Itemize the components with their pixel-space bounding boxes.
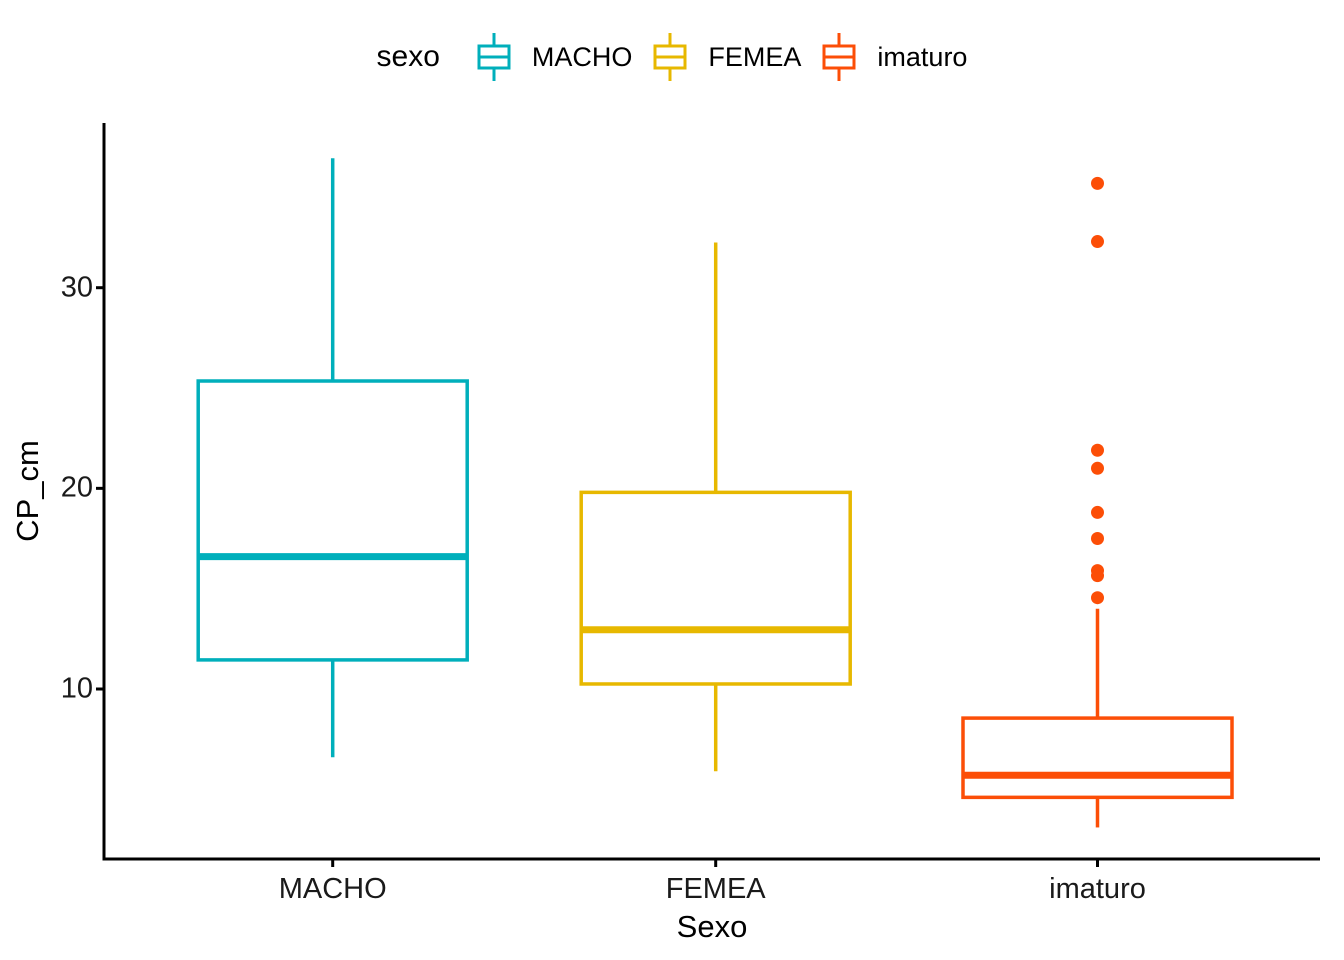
y-axis-title: CP_cm: [10, 440, 45, 542]
legend-entry-macho: MACHO: [476, 31, 633, 83]
x-category-label-imaturo: imaturo: [1049, 873, 1146, 905]
x-category-label-femea: FEMEA: [665, 873, 766, 905]
x-axis-title: Sexo: [676, 909, 748, 944]
x-category-label-macho: MACHO: [278, 873, 387, 905]
legend-label-femea: FEMEA: [708, 41, 802, 72]
y-tick-label-20: 20: [60, 471, 93, 504]
y-tick-label-10: 10: [60, 672, 93, 705]
legend: sexo MACHO FEMEA imaturo: [0, 26, 1344, 88]
boxplot-key-icon: [822, 33, 856, 81]
legend-entry-femea: FEMEA: [652, 31, 801, 83]
y-tick-label-30: 30: [60, 271, 93, 304]
boxplot-key-icon: [477, 33, 511, 81]
legend-entry-imaturo: imaturo: [821, 31, 967, 83]
boxplot-key-icon: [653, 33, 687, 81]
legend-label-macho: MACHO: [531, 41, 633, 72]
legend-title: sexo: [376, 40, 440, 73]
legend-label-imaturo: imaturo: [877, 41, 968, 72]
